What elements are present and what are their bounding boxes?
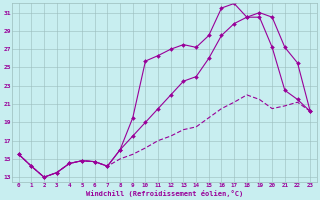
X-axis label: Windchill (Refroidissement éolien,°C): Windchill (Refroidissement éolien,°C) [86,190,243,197]
